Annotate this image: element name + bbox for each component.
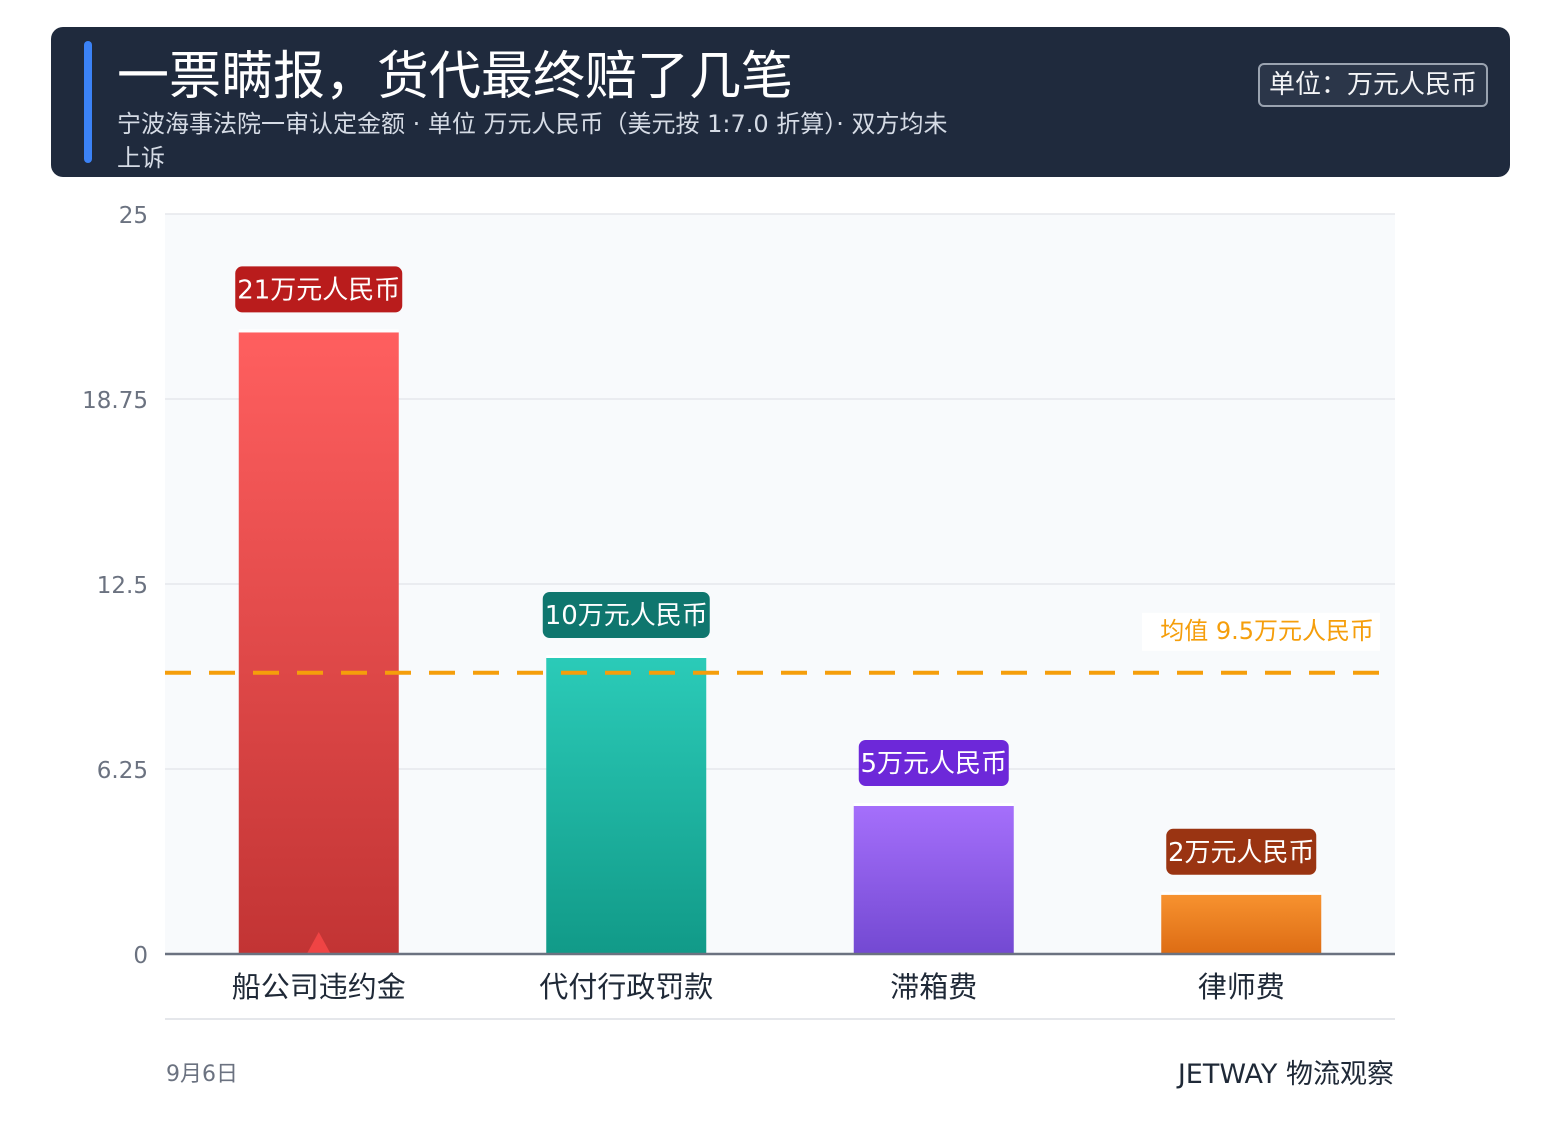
value-label-bg [858, 740, 1009, 786]
value-label-text: 10万元人民币 [545, 601, 708, 631]
value-label-bg [542, 592, 710, 638]
y-tick-label: 0 [133, 943, 148, 969]
bars [238, 329, 1322, 954]
bar [238, 332, 399, 954]
value-label: 5万元人民币 [858, 740, 1009, 786]
value-labels: 21万元人民币 10万元人民币 5万元人民币 2万元人民币 [235, 266, 1317, 875]
bar [546, 658, 707, 954]
chart-title: 一票瞒报，货代最终赔了几笔 [117, 47, 794, 107]
y-tick-label: 25 [119, 203, 148, 229]
chart-subtitle: 宁波海事法院一审认定金额 · 单位 万元人民币（美元按 1:7.0 折算）· 双… [117, 110, 948, 172]
chart-header: 一票瞒报，货代最终赔了几笔 宁波海事法院一审认定金额 · 单位 万元人民币（美元… [51, 27, 1510, 177]
x-tick-label: 船公司违约金 [232, 970, 406, 1004]
x-tick-label: 滞箱费 [890, 970, 977, 1004]
unit-badge: 单位：万元人民币 [1257, 63, 1488, 107]
value-label-bg [1166, 828, 1317, 875]
bar [853, 806, 1014, 954]
value-label: 21万元人民币 [235, 266, 403, 313]
x-tick-label: 代付行政罚款 [539, 970, 713, 1004]
value-label: 2万元人民币 [1166, 828, 1317, 875]
y-tick-label: 12.5 [97, 573, 148, 599]
bar-cap [1161, 891, 1322, 895]
y-axis-ticks: 0 6.25 12.5 18.75 25 [82, 203, 148, 969]
bar [1161, 894, 1322, 954]
x-tick-label: 律师费 [1198, 970, 1285, 1004]
footer-brand: JETWAY 物流观察 [1177, 1059, 1394, 1090]
bar-cap [853, 803, 1014, 806]
value-label-bg [235, 266, 403, 313]
mean-line-group: 均值 9.5万元人民币 [165, 612, 1395, 675]
value-label: 10万元人民币 [542, 592, 710, 638]
bar-cap [546, 655, 707, 658]
value-label-text: 2万元人民币 [1168, 838, 1315, 868]
footer-date: 9月6日 [166, 1062, 238, 1087]
y-tick-label: 6.25 [97, 758, 148, 784]
value-label-text: 5万元人民币 [860, 749, 1007, 779]
y-tick-label: 18.75 [82, 388, 148, 414]
bar-cap [238, 329, 399, 333]
value-label-text: 21万元人民币 [237, 275, 400, 305]
mean-label-bg [1142, 612, 1380, 651]
accent-bar [84, 41, 92, 163]
mean-label: 均值 9.5万元人民币 [1160, 617, 1374, 645]
x-axis-labels: 船公司违约金 代付行政罚款 滞箱费 律师费 [232, 970, 1285, 1004]
highlight-marker [306, 932, 331, 954]
